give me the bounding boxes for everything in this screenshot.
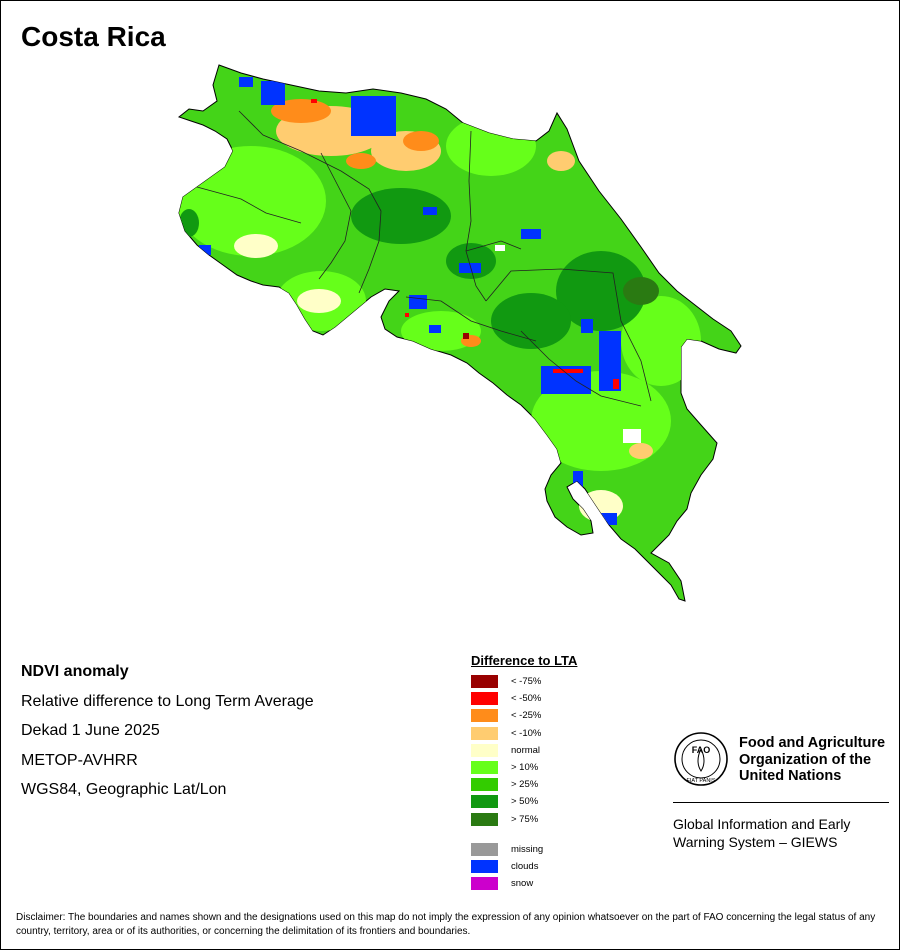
- product-description: Relative difference to Long Term Average: [21, 692, 314, 710]
- legend-swatch: [471, 761, 498, 775]
- legend-label: > 10%: [511, 762, 539, 774]
- legend-item: > 75%: [471, 811, 577, 828]
- legend-label: < -75%: [511, 676, 542, 688]
- legend-swatch: [471, 795, 498, 809]
- legend-label: clouds: [511, 860, 539, 872]
- legend-swatch: [471, 675, 498, 689]
- legend: Difference to LTA < -75% < -50% < -25% < -1…: [471, 653, 577, 892]
- sensor-name: METOP-AVHRR: [21, 751, 138, 769]
- fao-logo-text: FAO: [692, 745, 711, 755]
- product-name: NDVI anomaly: [21, 663, 129, 680]
- divider: [673, 802, 889, 803]
- giews-line: Warning System – GIEWS: [673, 834, 838, 850]
- legend-item: < -50%: [471, 690, 577, 707]
- legend-swatch: [471, 726, 498, 740]
- legend-swatch: [471, 842, 498, 856]
- disclaimer: Disclaimer: The boundaries and names sho…: [16, 912, 876, 937]
- legend-swatch: [471, 778, 498, 792]
- legend-item: > 25%: [471, 776, 577, 793]
- map-title: Costa Rica: [21, 21, 166, 52]
- legend-item: < -75%: [471, 673, 577, 690]
- country-map: [178, 64, 742, 602]
- legend-label: > 75%: [511, 813, 539, 825]
- province-boundaries: [196, 110, 652, 407]
- legend-label: missing: [511, 843, 544, 855]
- fao-logo-motto: FIAT PANIS: [686, 778, 715, 784]
- legend-label: > 25%: [511, 779, 539, 791]
- legend-item: missing: [471, 841, 577, 858]
- org-name-line: United Nations: [739, 768, 842, 784]
- org-name: Food and Agriculture Organization of the…: [739, 735, 899, 785]
- legend-label: < -50%: [511, 693, 542, 705]
- legend-classes: < -75% < -50% < -25% < -10% normal > 10% > 25%…: [471, 673, 577, 828]
- fao-logo-icon: FAO FIAT PANIS: [674, 732, 728, 786]
- legend-label: < -25%: [511, 710, 542, 722]
- org-name-line: Food and Agriculture: [739, 735, 886, 751]
- legend-item: > 50%: [471, 793, 577, 810]
- giews-label: Global Information and Early Warning Sys…: [673, 815, 889, 851]
- map-info: NDVI anomaly Relative difference to Long…: [21, 657, 314, 805]
- legend-swatch: [471, 877, 498, 891]
- legend-swatch: [471, 812, 498, 826]
- legend-label: > 50%: [511, 796, 539, 808]
- legend-item: < -10%: [471, 725, 577, 742]
- legend-item: > 10%: [471, 759, 577, 776]
- legend-item: snow: [471, 875, 577, 892]
- projection-info: WGS84, Geographic Lat/Lon: [21, 781, 227, 798]
- giews-line: Global Information and Early: [673, 816, 851, 832]
- legend-label: normal: [511, 744, 541, 756]
- legend-swatch: [471, 859, 498, 873]
- legend-label: snow: [511, 878, 534, 890]
- legend-extra-classes: missing clouds snow: [471, 841, 577, 893]
- legend-swatch: [471, 692, 498, 706]
- time-period: Dekad 1 June 2025: [21, 722, 160, 739]
- legend-item: clouds: [471, 858, 577, 875]
- legend-swatch: [471, 743, 498, 757]
- legend-title: Difference to LTA: [471, 653, 578, 668]
- legend-item: < -25%: [471, 707, 577, 724]
- legend-label: < -10%: [511, 727, 542, 739]
- legend-swatch: [471, 709, 498, 723]
- legend-item: normal: [471, 742, 577, 759]
- ndvi-anomaly-raster: [179, 77, 701, 525]
- org-name-line: Organization of the: [739, 751, 872, 768]
